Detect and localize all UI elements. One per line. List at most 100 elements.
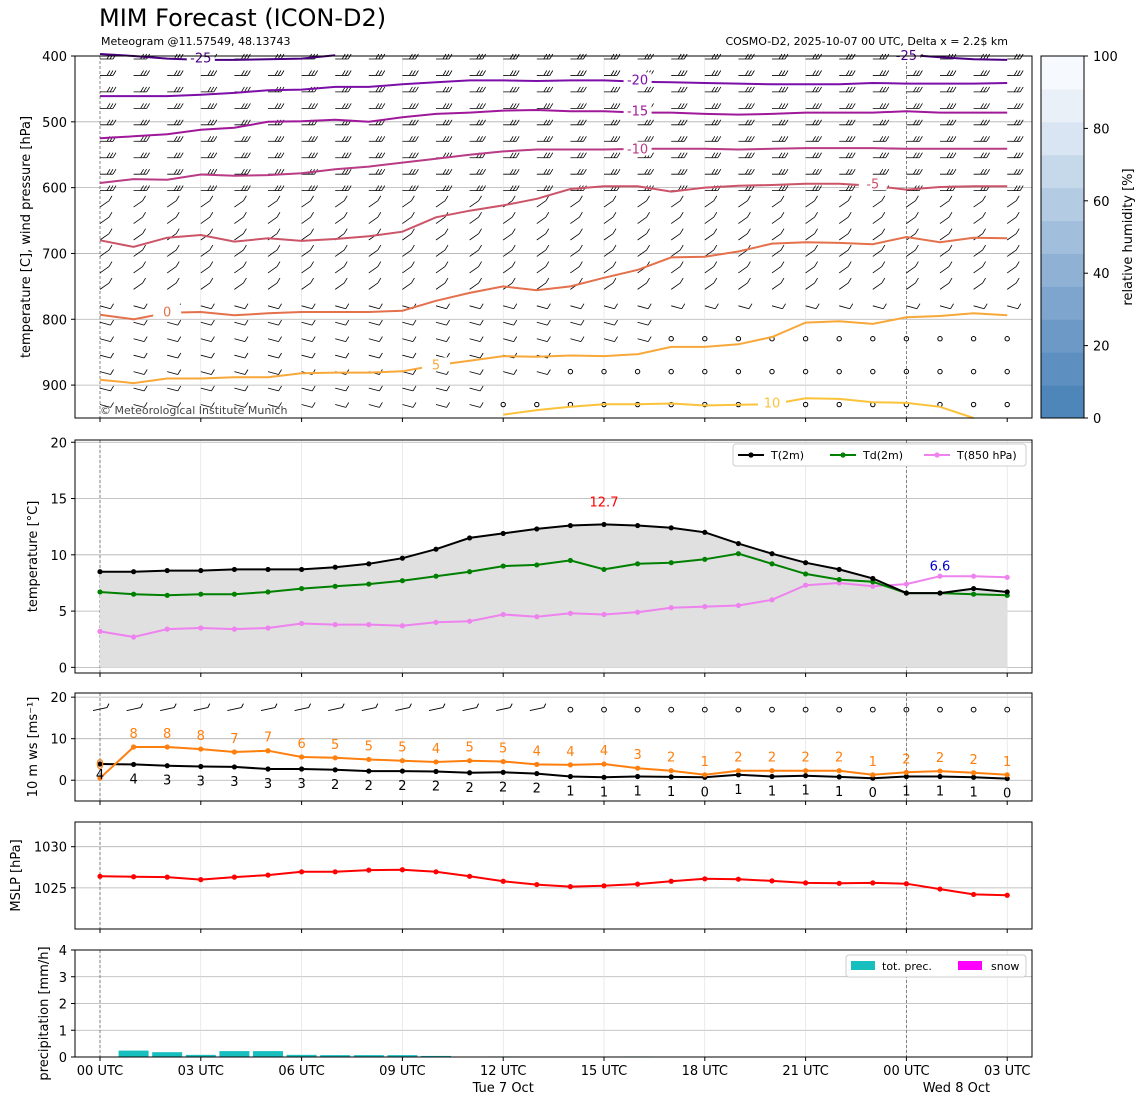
- wind-barb: [133, 185, 150, 192]
- wind-barb: [402, 261, 415, 274]
- wind-barb: [973, 277, 986, 290]
- series-point-2: [534, 614, 540, 620]
- wind-barb: [301, 244, 314, 257]
- wind-barb: [939, 195, 953, 208]
- wind-barb: [301, 228, 314, 241]
- series-point-1: [131, 591, 137, 597]
- wind-barb: [267, 369, 282, 375]
- mean-wind-point: [265, 766, 271, 772]
- colorbar-tick-label: 100: [1093, 50, 1118, 65]
- wind-barb: [503, 152, 520, 159]
- mslp-point: [702, 876, 708, 882]
- calm-wind-marker: [1004, 706, 1011, 713]
- gust-label: 8: [197, 729, 205, 744]
- calm-wind-marker: [903, 706, 910, 713]
- wind-barb: [166, 277, 180, 290]
- wind-barb: [738, 168, 755, 175]
- wind-barb: [503, 168, 520, 175]
- colorbar-band: [1041, 220, 1084, 254]
- wind-barb: [335, 103, 352, 109]
- series-point-1: [668, 560, 674, 566]
- wind-barb: [805, 195, 818, 208]
- wind-barb: [939, 185, 957, 192]
- gust-label: 2: [667, 751, 675, 766]
- mslp-point: [635, 881, 641, 887]
- wind-barb: [402, 136, 419, 142]
- series-point-0: [299, 566, 305, 573]
- wind-barb: [671, 70, 688, 76]
- wind-barb: [1006, 261, 1020, 274]
- wind-barb: [267, 352, 282, 359]
- wind-barb: [133, 195, 146, 208]
- wind-barb: [469, 369, 484, 375]
- wind-barb: [838, 228, 852, 241]
- wind-barb: [234, 352, 249, 359]
- precip-bar: [152, 1052, 183, 1057]
- isotherm-line: [99, 235, 1008, 321]
- wind-barb: [200, 86, 218, 93]
- wind-barb: [167, 119, 184, 126]
- isotherm-label: -20: [627, 73, 648, 88]
- series-point-1: [702, 556, 708, 562]
- wind-barb: [805, 168, 822, 175]
- wind-barb: [570, 303, 585, 310]
- wind-barb: [872, 70, 890, 76]
- series-point-0: [803, 560, 809, 566]
- wind-barb: [939, 261, 953, 274]
- gust-point: [870, 772, 876, 778]
- wind-barb: [973, 119, 990, 126]
- mean-wind-point: [500, 769, 506, 775]
- wind-barb: [167, 185, 184, 192]
- legend-label: T(2m): [770, 449, 804, 462]
- wind-barb: [872, 277, 886, 290]
- wind-barb: [771, 185, 789, 192]
- wind-barb: [133, 319, 148, 326]
- wind-barb: [368, 244, 382, 257]
- wind-barb: [267, 152, 285, 159]
- wind-barb: [872, 103, 890, 109]
- wind-barb: [570, 86, 587, 93]
- wind-barb: [301, 103, 318, 109]
- wind-barb: [738, 211, 751, 224]
- isotherm-label-bg: [153, 304, 182, 319]
- copyright-label: © Meteorological Institute Munich: [100, 404, 287, 417]
- x-tick-label: 00 UTC: [883, 1064, 929, 1079]
- colorbar-tick-label: 20: [1093, 340, 1110, 355]
- calm-wind-marker: [668, 706, 675, 713]
- wind-barb: [99, 136, 117, 142]
- series-point-2: [433, 619, 439, 625]
- wind-barb: [200, 277, 214, 290]
- x-date-label: Tue 7 Oct: [472, 1081, 534, 1096]
- wind-barb: [906, 277, 919, 290]
- wind-barb: [704, 168, 722, 175]
- x-tick-label: 03 UTC: [178, 1064, 224, 1079]
- gust-point: [231, 749, 237, 755]
- calm-wind-marker: [634, 368, 641, 375]
- wind-barb: [368, 195, 382, 208]
- calm-wind-marker: [802, 706, 809, 713]
- wind-barb: [133, 385, 148, 392]
- isotherm--25-right: [906, 53, 1008, 61]
- wind-barb: [872, 228, 886, 241]
- mean-wind-point: [433, 768, 439, 775]
- wind-barb: [435, 185, 453, 192]
- y-tick-label: 4: [59, 944, 67, 959]
- wind-barb: [872, 119, 890, 126]
- mslp-point: [971, 891, 977, 898]
- wind-barb: [839, 70, 856, 76]
- wind-barb: [200, 168, 218, 175]
- gust-point: [601, 761, 607, 767]
- y-tick-label: 15: [50, 493, 67, 508]
- wind-barb: [99, 103, 117, 109]
- series-point-0: [131, 569, 137, 575]
- wind-barb: [301, 352, 316, 359]
- wind-barb: [906, 86, 923, 93]
- isotherm-line: [503, 397, 974, 419]
- wind-barb: [166, 211, 180, 224]
- wind-barb: [738, 195, 751, 208]
- wind-barb: [570, 244, 583, 257]
- wind-barb: [536, 277, 550, 290]
- wind-barb: [435, 336, 450, 342]
- surface-wind-barb: [428, 703, 446, 712]
- wind-barb: [771, 244, 785, 257]
